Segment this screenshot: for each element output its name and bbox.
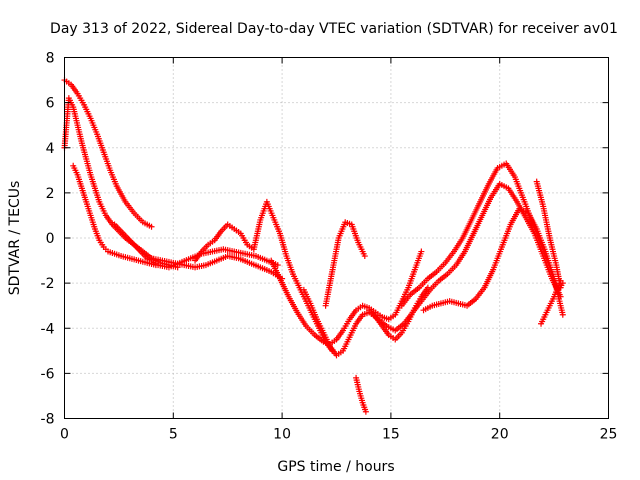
- axis-ticks: [64, 57, 609, 419]
- x-tick-label: 0: [60, 427, 69, 443]
- y-tick-label: 2: [46, 186, 55, 202]
- x-tick-label: 10: [273, 427, 291, 443]
- x-tick-label: 20: [491, 427, 509, 443]
- y-tick-label: -6: [41, 366, 55, 382]
- x-axis-label: GPS time / hours: [277, 459, 394, 475]
- y-tick-label: 4: [46, 141, 55, 157]
- data-point: [148, 223, 155, 230]
- x-tick-label: 15: [382, 427, 400, 443]
- x-tick-label: 5: [169, 427, 178, 443]
- y-tick-label: 0: [46, 231, 55, 247]
- chart-title: Day 313 of 2022, Sidereal Day-to-day VTE…: [50, 21, 618, 37]
- data-point: [557, 277, 564, 284]
- y-tick-label: 6: [46, 96, 55, 112]
- y-tick-label: -4: [41, 321, 55, 337]
- y-tick-labels: -8 -6 -4 -2 0 2 4 6 8: [41, 51, 55, 428]
- y-axis-label: SDTVAR / TECUs: [7, 181, 23, 296]
- y-tick-label: 8: [46, 51, 55, 67]
- data-point: [559, 311, 566, 318]
- data-point: [361, 253, 368, 260]
- x-tick-labels: 0 5 10 15 20 25: [60, 427, 617, 443]
- x-tick-label: 25: [600, 427, 618, 443]
- y-tick-label: -2: [41, 276, 55, 292]
- data-point: [362, 408, 369, 415]
- data-point: [418, 248, 425, 255]
- y-tick-label: -8: [41, 412, 55, 428]
- data-points: [61, 77, 566, 415]
